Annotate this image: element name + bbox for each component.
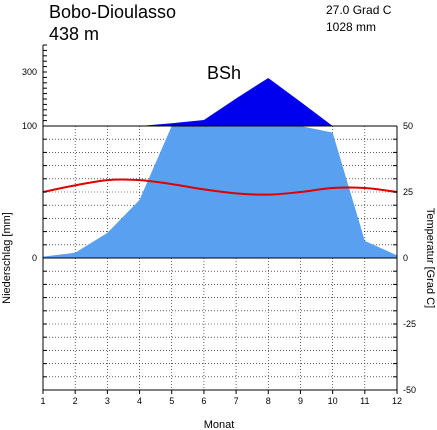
x-tick-label: 12 [392,396,402,406]
mean-temperature: 27.0 Grad C [326,3,392,17]
right-axis-label: Temperatur [Grad C] [424,208,436,308]
x-tick-label: 5 [169,396,174,406]
temp-tick-label: -50 [403,385,416,395]
climate-classification: BSh [207,63,241,83]
temp-tick-label: -25 [403,319,416,329]
x-tick-label: 4 [137,396,142,406]
x-tick-label: 2 [73,396,78,406]
annual-precipitation: 1028 mm [326,20,376,34]
precip-tick-label: 300 [22,67,37,77]
temp-tick-label: 50 [403,121,413,131]
x-tick-label: 3 [105,396,110,406]
x-tick-label: 1 [40,396,45,406]
left-axis-label: Niederschlag [mm] [1,212,13,304]
x-tick-label: 6 [201,396,206,406]
station-elevation: 438 m [49,24,99,44]
precip-tick-label: 100 [22,121,37,131]
temperature-line [42,178,398,196]
x-tick-label: 11 [360,396,369,406]
x-tick-label: 7 [234,396,239,406]
station-name: Bobo-Dioulasso [49,2,176,22]
x-tick-label: 10 [328,396,338,406]
precip-tick-label: 0 [32,253,37,263]
temp-tick-label: 0 [403,253,408,263]
precip-excess-area [43,77,397,126]
temp-tick-label: 25 [403,187,413,197]
axes [42,44,398,394]
x-axis-label: Monat [204,419,235,430]
x-tick-label: 9 [298,396,303,406]
x-tick-label: 8 [266,396,271,406]
